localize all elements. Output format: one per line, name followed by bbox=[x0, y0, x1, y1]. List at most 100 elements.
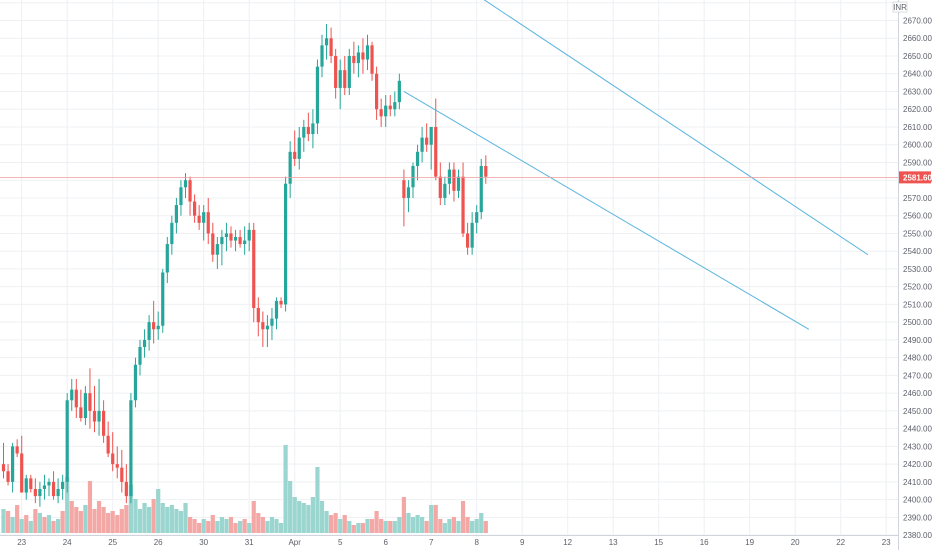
candle bbox=[120, 449, 124, 493]
candle-body bbox=[279, 300, 283, 305]
volume-bar bbox=[297, 501, 302, 533]
price-tick-label: 2400.00 bbox=[903, 496, 932, 505]
time-tick-label: 26 bbox=[154, 538, 163, 547]
candle bbox=[311, 109, 315, 149]
price-axis[interactable]: 2380.00 2390.00 2400.00 2410.00 2420.00 2430.… bbox=[898, 0, 932, 550]
candle-body bbox=[475, 212, 479, 223]
channel-line[interactable] bbox=[470, 0, 869, 256]
price-tick-label: 2450.00 bbox=[903, 407, 932, 416]
candles bbox=[1, 24, 488, 507]
candle-body bbox=[161, 272, 165, 326]
candle bbox=[479, 158, 483, 220]
candle bbox=[88, 368, 92, 429]
volume-bar bbox=[5, 511, 11, 533]
candle-body bbox=[38, 488, 42, 497]
price-tick-label: 2550.00 bbox=[903, 229, 932, 238]
price-tick-label: 2670.00 bbox=[903, 16, 932, 25]
candle-body bbox=[188, 180, 192, 202]
channel-line[interactable] bbox=[403, 91, 810, 330]
candle-body bbox=[484, 166, 488, 177]
candle-body bbox=[142, 339, 147, 348]
candle-body bbox=[220, 236, 224, 245]
candle-body bbox=[24, 478, 28, 493]
volume-bar bbox=[429, 505, 434, 533]
volume-bar bbox=[83, 505, 88, 533]
price-tick-label: 2570.00 bbox=[903, 194, 932, 203]
candle bbox=[38, 481, 42, 507]
candle-body bbox=[425, 137, 429, 145]
candle-body bbox=[302, 126, 306, 138]
volume-bar bbox=[210, 515, 215, 533]
volume-bar bbox=[397, 517, 402, 533]
candle bbox=[61, 474, 65, 500]
candle bbox=[402, 169, 406, 227]
price-tick-label: 2630.00 bbox=[903, 87, 932, 96]
candle bbox=[206, 197, 210, 245]
volume-bar bbox=[251, 501, 256, 533]
time-tick-label: 24 bbox=[63, 538, 72, 547]
volume-bar bbox=[351, 525, 356, 533]
volume-bar bbox=[215, 521, 220, 533]
trend-channel[interactable] bbox=[403, 0, 869, 330]
candle-body bbox=[443, 183, 447, 198]
time-axis[interactable]: 23 24 25 26 30 31 Apr 5 6 7 8 9 12 13 15 16 19 20 22 23 bbox=[0, 535, 898, 548]
price-tick-label: 2460.00 bbox=[903, 389, 932, 398]
candle-body bbox=[261, 322, 265, 330]
candle-body bbox=[51, 481, 56, 497]
candle bbox=[51, 471, 56, 500]
volume-bar bbox=[106, 513, 111, 533]
volume-bar bbox=[192, 519, 197, 533]
time-tick-label: 23 bbox=[17, 538, 26, 547]
candle-body bbox=[397, 80, 401, 103]
volume-bar bbox=[456, 521, 461, 533]
candle bbox=[56, 478, 60, 504]
candle bbox=[97, 378, 101, 436]
volume-bar bbox=[178, 511, 184, 533]
volume-bar bbox=[87, 481, 93, 533]
volume-bar bbox=[329, 515, 334, 533]
candle-body bbox=[129, 400, 133, 497]
volume-bar bbox=[338, 519, 343, 533]
volume-bar bbox=[365, 519, 370, 533]
candle-body bbox=[347, 55, 351, 88]
time-tick-label: 31 bbox=[245, 538, 254, 547]
candle-body bbox=[411, 166, 415, 188]
volume-bar bbox=[160, 503, 165, 533]
volume-bar bbox=[1, 509, 6, 533]
candle-body bbox=[83, 393, 87, 419]
candle bbox=[147, 315, 151, 351]
volume-bar bbox=[479, 513, 484, 533]
candle bbox=[115, 446, 119, 479]
candle-body bbox=[47, 481, 51, 486]
candle bbox=[379, 98, 383, 127]
candle bbox=[215, 236, 219, 269]
candle bbox=[347, 48, 351, 96]
candle bbox=[434, 98, 438, 181]
candle-body bbox=[243, 240, 247, 245]
volume-bar bbox=[60, 511, 65, 533]
candle-body bbox=[79, 407, 83, 419]
candle-body bbox=[415, 151, 420, 167]
candle-body bbox=[420, 137, 424, 152]
volume-bar bbox=[379, 519, 384, 533]
candle-body bbox=[147, 322, 151, 340]
time-tick-label: 23 bbox=[882, 538, 891, 547]
candle-body bbox=[452, 169, 456, 191]
volume-bar bbox=[342, 515, 347, 533]
candle bbox=[415, 144, 420, 181]
volume-bar bbox=[15, 505, 20, 533]
candle-body bbox=[274, 300, 279, 319]
time-tick-label: 5 bbox=[338, 538, 343, 547]
volume-bar bbox=[292, 497, 297, 533]
candle bbox=[456, 169, 461, 198]
volume-bar bbox=[360, 523, 366, 533]
volume-bar bbox=[410, 517, 416, 533]
price-tick-label: 2430.00 bbox=[903, 442, 932, 451]
volume-bar bbox=[183, 503, 188, 533]
candle bbox=[124, 464, 128, 504]
price-tick-label: 2540.00 bbox=[903, 247, 932, 256]
candle bbox=[256, 297, 260, 337]
candle-body bbox=[456, 176, 461, 191]
candle-body bbox=[256, 307, 260, 323]
